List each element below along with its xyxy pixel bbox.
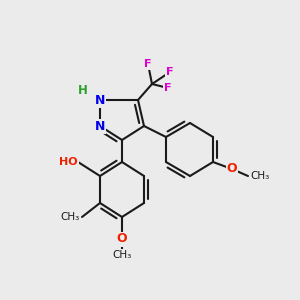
Text: N: N bbox=[95, 119, 105, 133]
Text: O: O bbox=[227, 163, 237, 176]
Text: F: F bbox=[166, 67, 174, 77]
Text: O: O bbox=[117, 232, 127, 245]
Text: N: N bbox=[95, 94, 105, 106]
Text: HO: HO bbox=[59, 157, 78, 167]
Text: CH₃: CH₃ bbox=[61, 212, 80, 222]
Text: CH₃: CH₃ bbox=[250, 171, 269, 181]
Text: CH₃: CH₃ bbox=[112, 250, 132, 260]
Text: F: F bbox=[164, 83, 172, 93]
Text: H: H bbox=[78, 83, 88, 97]
Text: F: F bbox=[144, 59, 152, 69]
